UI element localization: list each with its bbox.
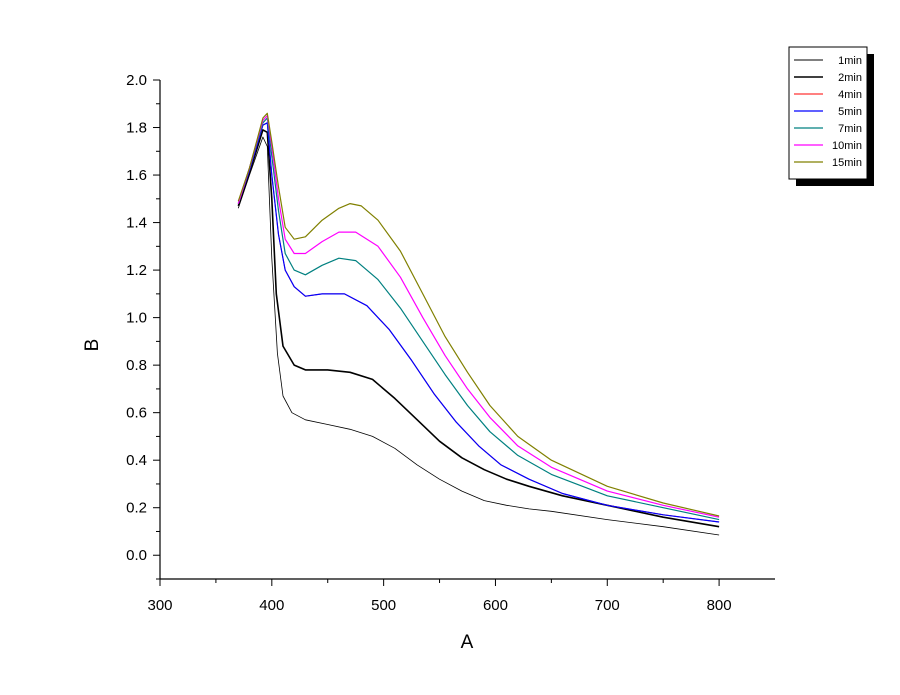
y-tick-label: 0.2 bbox=[126, 500, 147, 517]
x-axis-title: A bbox=[461, 632, 474, 653]
y-ticks: 0.0 0.2 0.4 0.6 0.8 1.0 1.2 1.4 1.6 1.8 2.0 bbox=[126, 72, 160, 580]
y-axis-title: B bbox=[82, 339, 103, 352]
y-tick-label: 1.2 bbox=[126, 262, 147, 279]
plot-area: 300 400 500 600 700 800 0.0 0.2 0.4 0.6 0.8 1.0 1.2… bbox=[126, 72, 775, 614]
y-tick-label: 0.8 bbox=[126, 357, 147, 374]
series-line-5min bbox=[237, 122, 720, 523]
x-tick-label: 500 bbox=[371, 597, 396, 614]
legend-label: 10min bbox=[832, 140, 862, 152]
y-tick-label: 0.6 bbox=[126, 405, 147, 422]
legend-label: 2min bbox=[838, 72, 862, 84]
y-tick-label: 0.4 bbox=[126, 452, 147, 469]
y-tick-label: 1.0 bbox=[126, 310, 147, 327]
y-tick-label: 1.4 bbox=[126, 215, 147, 232]
series-line-1min bbox=[237, 136, 720, 536]
y-tick-label: 2.0 bbox=[126, 72, 147, 89]
x-tick-label: 600 bbox=[483, 597, 508, 614]
y-tick-label: 0.0 bbox=[126, 547, 147, 564]
series-line-4min bbox=[237, 122, 720, 523]
legend-label: 4min bbox=[838, 89, 862, 101]
legend-box bbox=[788, 46, 868, 180]
legend-label: 5min bbox=[838, 106, 862, 118]
x-tick-label: 800 bbox=[707, 597, 732, 614]
series-layer bbox=[237, 112, 720, 536]
y-tick-label: 1.8 bbox=[126, 120, 147, 137]
series-line-15min bbox=[237, 112, 720, 517]
y-tick-label: 1.6 bbox=[126, 167, 147, 184]
series-line-10min bbox=[237, 115, 720, 518]
x-tick-label: 700 bbox=[595, 597, 620, 614]
legend-label: 1min bbox=[838, 55, 862, 67]
x-ticks: 300 400 500 600 700 800 bbox=[147, 579, 732, 614]
legend-items: 1min 2min 4min 5min 7min 10min 15min bbox=[794, 55, 862, 169]
x-tick-label: 400 bbox=[259, 597, 284, 614]
x-tick-label: 300 bbox=[147, 597, 172, 614]
legend-label: 7min bbox=[838, 123, 862, 135]
series-line-2min bbox=[237, 129, 720, 528]
series-line-7min bbox=[237, 117, 720, 521]
legend: 1min 2min 4min 5min 7min 10min 15min bbox=[788, 46, 874, 186]
legend-label: 15min bbox=[832, 157, 862, 169]
